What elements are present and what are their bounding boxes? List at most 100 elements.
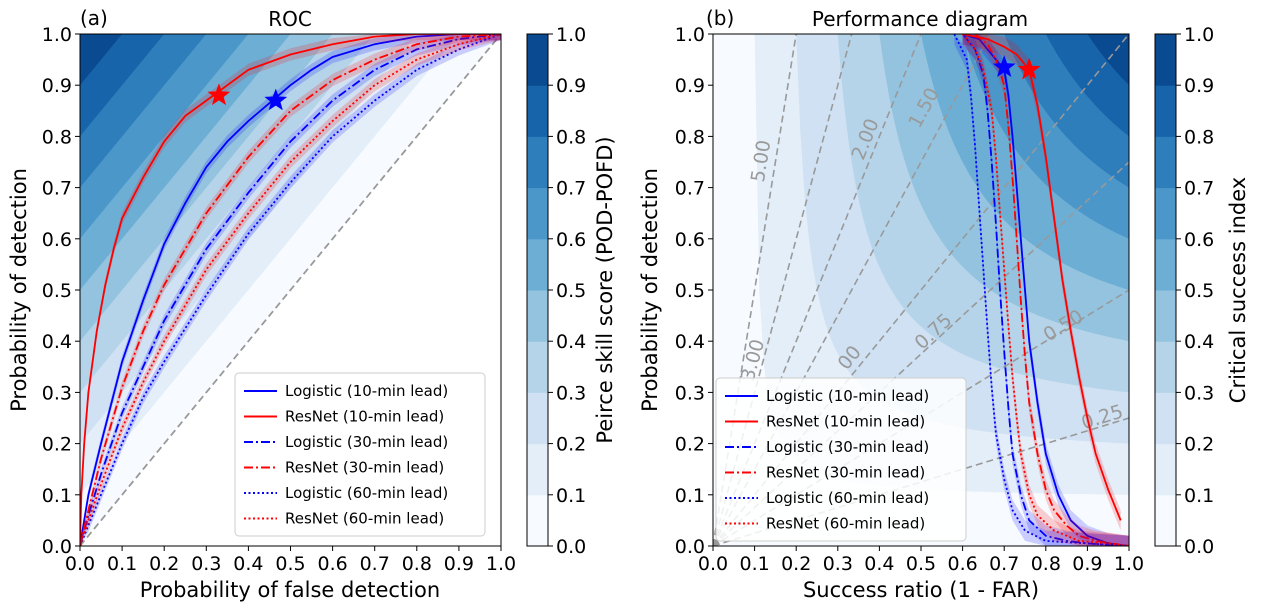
roc-colorbar-tick-label: 0.3 [556,382,586,404]
roc-legend-label: Logistic (30-min lead) [285,433,448,451]
roc-x-tick-label: 0.3 [191,553,221,575]
performance-x-tick-label: 0.6 [947,553,977,575]
performance-colorbar-band [1155,238,1176,291]
performance-y-tick-label: 0.3 [675,382,705,404]
roc-colorbar-band [527,392,548,445]
performance-x-tick-label: 0.5 [906,553,936,575]
roc-y-tick-label: 0.2 [42,434,72,456]
roc-colorbar-tick-label: 0.4 [556,331,586,353]
performance-colorbar-band [1155,290,1176,342]
roc-x-tick-label: 0.6 [317,553,347,575]
roc-colorbar-tick-label: 0.7 [556,178,586,200]
performance-colorbar-tick-label: 0.1 [1184,485,1214,507]
performance-legend-label: ResNet (30-min lead) [766,464,925,482]
performance-bias-line [713,34,797,546]
roc-panel-label: (a) [80,6,108,30]
roc-x-tick-label: 0.9 [444,553,474,575]
roc-colorbar-tick-label: 0.8 [556,126,586,148]
performance-colorbar-band [1155,85,1176,137]
roc-y-tick-label: 0.4 [42,331,72,353]
roc-colorbar-band [527,290,548,342]
performance-star-marker-1 [1017,57,1041,80]
performance-colorbar-tick-label: 1.0 [1184,24,1214,46]
roc-colorbar-band [527,85,548,137]
performance-y-tick-label: 0.2 [675,434,705,456]
roc-colorbar-band [527,187,548,240]
performance-series [953,34,1129,546]
performance-y-tick-label: 0.0 [675,536,705,558]
roc-x-tick-label: 0.2 [149,553,179,575]
roc-contour-level [80,34,165,137]
performance-colorbar-band [1155,34,1176,86]
performance-legend-label: Logistic (30-min lead) [766,438,929,456]
roc-markers [207,83,288,111]
performance-colorbar-tick-label: 0.3 [1184,382,1214,404]
roc-y-tick-label: 0.1 [42,485,72,507]
roc-legend-label: ResNet (30-min lead) [285,459,444,477]
performance-colorbar-band [1155,136,1176,189]
performance-y-tick-label: 0.1 [675,485,705,507]
roc-y-tick-label: 1.0 [42,24,72,46]
roc-colorbar-band [527,34,548,86]
roc-title: ROC [268,7,312,31]
roc-colorbar-tick-label: 0.6 [556,229,586,251]
roc-series-line-2 [80,34,501,546]
performance-colorbar-band [1155,443,1176,496]
roc-x-tick-label: 0.4 [233,553,263,575]
roc-x-tick-label: 0.0 [65,553,95,575]
roc-series-band-2 [80,34,501,546]
performance-x-tick-label: 0.7 [989,553,1019,575]
performance-series-line-3 [974,34,1129,546]
roc-contour-level [80,34,123,86]
performance-legend-label: Logistic (60-min lead) [766,489,929,507]
roc-legend-label: ResNet (10-min lead) [285,408,444,426]
roc-series [80,34,501,546]
roc-colorbar-band [527,494,548,547]
roc-colorbar-tick-label: 0.0 [556,536,586,558]
performance-colorbar-tick-label: 0.2 [1184,434,1214,456]
roc-legend-label: Logistic (60-min lead) [285,484,448,502]
performance-legend-box [715,377,967,542]
performance-colorbar-tick-label: 0.4 [1184,331,1214,353]
roc-series-line-0 [80,34,501,546]
roc-colorbar-tick-label: 0.5 [556,280,586,302]
roc-y-tick-label: 0.9 [42,75,72,97]
roc-y-tick-label: 0.3 [42,382,72,404]
performance-colorbar-tick-label: 0.7 [1184,178,1214,200]
roc-star-marker-0 [264,88,288,111]
roc-x-tick-label: 0.1 [107,553,137,575]
performance-y-tick-label: 0.8 [675,126,705,148]
roc-no-skill-line [80,34,501,546]
roc-ticks: 0.0 0.1 0.2 0.3 0.4 0.5 0.6 0.7 0.8 0.9 1.0 0.0 0.1 0… [42,24,516,575]
performance-series-line-0 [962,34,1129,546]
performance-legend-label: ResNet (10-min lead) [766,413,925,431]
performance-x-tick-label: 1.0 [1114,553,1144,575]
performance-colorbar-band [1155,494,1176,547]
performance-y-tick-label: 0.6 [675,229,705,251]
roc-legend: Logistic (10-min lead) ResNet (10-min lea… [234,372,486,537]
performance-ticks: 0.0 0.1 0.2 0.3 0.4 0.5 0.6 0.7 0.8 0.9 1.0 0.0 0.1 0… [675,24,1144,575]
roc-colorbar-tick-label: 0.2 [556,434,586,456]
roc-colorbar-tick-label: 0.1 [556,485,586,507]
performance-star-marker-0 [992,55,1016,77]
roc-legend-label: ResNet (60-min lead) [285,510,444,528]
roc-y-tick-label: 0.5 [42,280,72,302]
roc-colorbar: 0.0 0.1 0.2 0.3 0.4 0.5 0.6 0.7 0.8 0.9 1.0 [526,24,586,558]
performance-y-tick-label: 1.0 [675,24,705,46]
performance-x-tick-label: 0.8 [1031,553,1061,575]
performance-markers [992,55,1041,80]
roc-x-axis-label: Probability of false detection [140,578,440,602]
roc-colorbar-label: Peirce skill score (POD-POFD) [593,136,617,443]
roc-colorbar-tick-label: 1.0 [556,24,586,46]
roc-x-tick-label: 0.7 [360,553,390,575]
performance-x-tick-label: 0.4 [864,553,894,575]
roc-panel: 0.0 0.1 0.2 0.3 0.4 0.5 0.6 0.7 0.8 0.9 1.0 0.0 0.1 0… [7,6,516,602]
performance-x-axis-label: Success ratio (1 - FAR) [803,578,1039,602]
roc-diagonal [80,34,501,546]
roc-colorbar-tick-label: 0.9 [556,75,586,97]
performance-x-tick-label: 0.1 [739,553,769,575]
performance-colorbar-band [1155,187,1176,240]
performance-colorbar-tick-label: 0.5 [1184,280,1214,302]
performance-colorbar-label: Critical success index [1226,177,1250,403]
